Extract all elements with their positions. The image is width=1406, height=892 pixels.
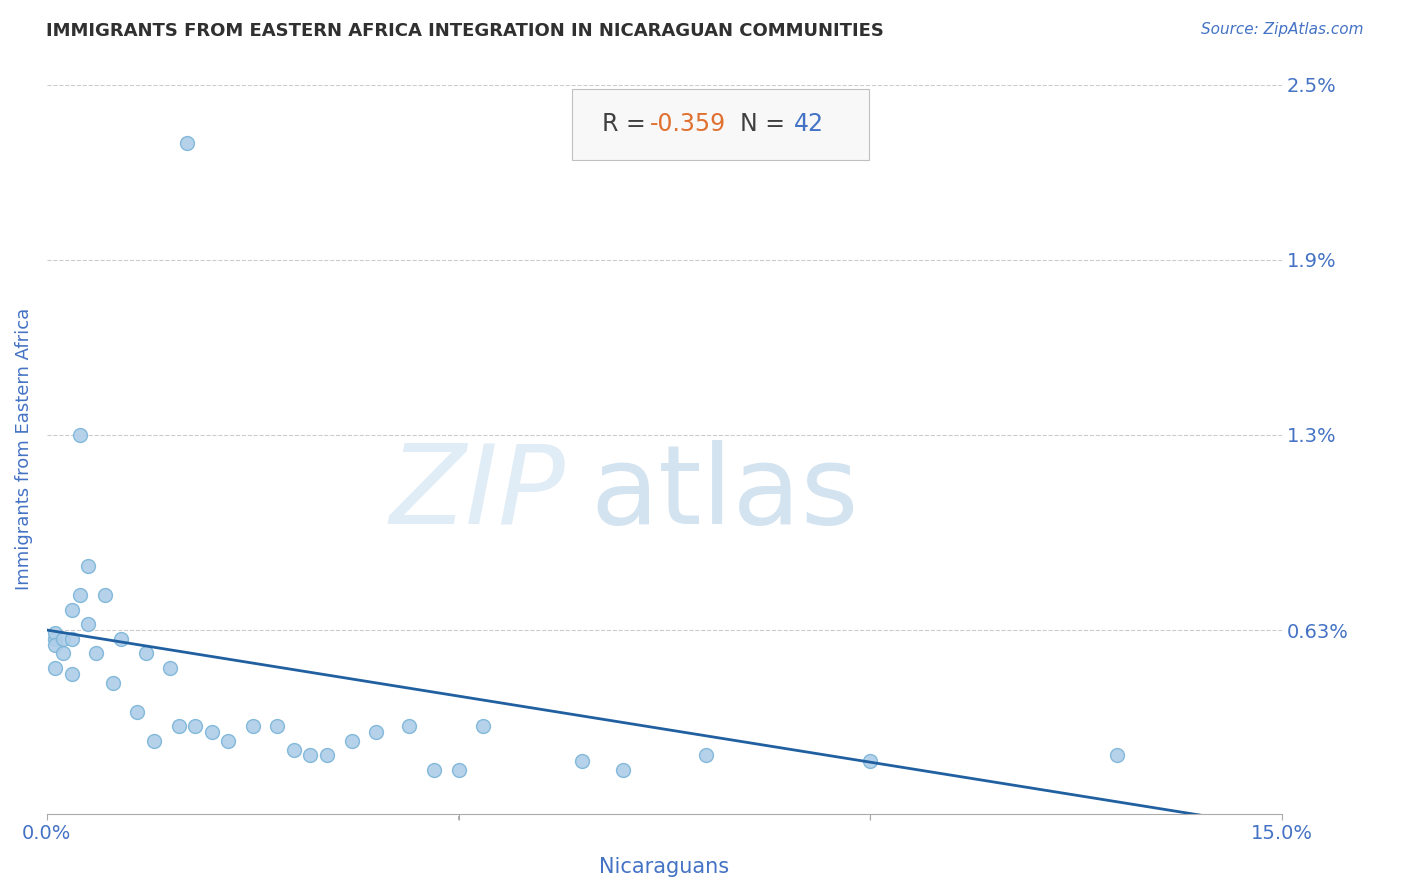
Point (142, 734, 165, 748)
Text: Source: ZipAtlas.com: Source: ZipAtlas.com (1201, 22, 1364, 37)
Point (77, 558, 100, 573)
Point (366, 725, 388, 739)
Point (423, 763, 446, 777)
Point (1107, 748, 1129, 763)
Point (44, 638, 66, 652)
Point (612, 763, 634, 777)
Point (242, 719, 264, 733)
X-axis label: Nicaraguans: Nicaraguans (599, 857, 730, 877)
Point (299, 748, 322, 763)
Point (167, 719, 190, 733)
Y-axis label: Immigrants from Eastern Africa: Immigrants from Eastern Africa (15, 309, 32, 591)
Point (472, 719, 495, 733)
Point (101, 675, 124, 690)
Point (44, 661, 66, 675)
Point (200, 725, 222, 739)
Point (859, 754, 882, 768)
Point (77, 617, 100, 632)
Text: 42: 42 (794, 112, 824, 136)
Point (69, 427, 91, 442)
Point (60, 666, 83, 681)
Point (44, 626, 66, 640)
Point (398, 719, 420, 733)
Text: -0.359: -0.359 (650, 112, 725, 136)
Point (176, 136, 198, 151)
Point (184, 719, 207, 733)
Point (283, 742, 305, 756)
Point (52, 632, 75, 646)
Text: R =: R = (602, 112, 652, 136)
Point (60, 602, 83, 616)
Text: N =: N = (741, 112, 793, 136)
Point (217, 734, 239, 748)
Point (571, 754, 593, 768)
Point (695, 748, 717, 763)
Text: ZIP: ZIP (389, 440, 565, 547)
Point (135, 646, 157, 660)
Point (266, 719, 288, 733)
Point (315, 748, 337, 763)
Point (127, 705, 149, 719)
Text: atlas: atlas (591, 440, 859, 547)
Point (340, 734, 363, 748)
Point (93, 588, 115, 602)
Point (110, 632, 132, 646)
Point (84, 646, 107, 660)
Point (60, 632, 83, 646)
Point (44, 632, 66, 646)
Point (447, 763, 470, 777)
Point (159, 661, 181, 675)
Text: IMMIGRANTS FROM EASTERN AFRICA INTEGRATION IN NICARAGUAN COMMUNITIES: IMMIGRANTS FROM EASTERN AFRICA INTEGRATI… (46, 22, 884, 40)
Point (52, 646, 75, 660)
Point (69, 588, 91, 602)
